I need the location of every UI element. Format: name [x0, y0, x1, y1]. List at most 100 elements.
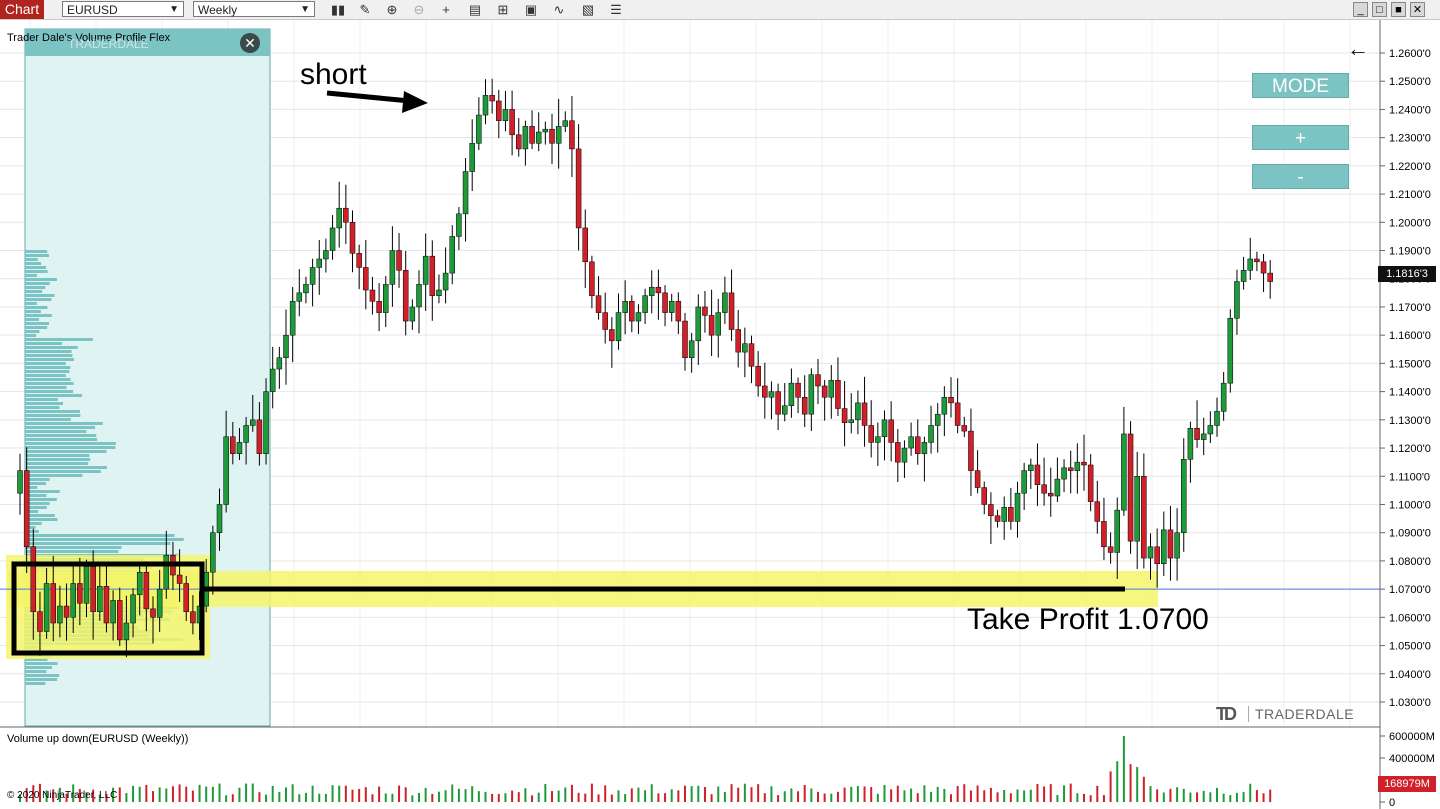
profile-bar: [25, 486, 38, 489]
candle-body: [589, 261, 595, 296]
profile-bar: [25, 474, 83, 477]
candle-body: [529, 126, 535, 144]
candle-body: [190, 611, 196, 624]
list-icon[interactable]: ☰: [610, 2, 622, 17]
candle-body: [1154, 546, 1160, 564]
candle-body: [1181, 459, 1187, 533]
volume-bar: [916, 793, 919, 802]
bar-style-icon[interactable]: ▮▮: [330, 2, 346, 17]
zoom-out-icon[interactable]: ⊖: [413, 2, 425, 17]
candle-body: [768, 391, 775, 398]
profile-bar: [25, 410, 80, 413]
volume-tick-label: 0: [1389, 797, 1395, 809]
candle-body: [1200, 433, 1207, 440]
profile-bar: [25, 322, 50, 325]
profile-bar: [25, 254, 50, 257]
candle-body: [509, 109, 515, 136]
candle-body: [1094, 501, 1101, 522]
minimize-button[interactable]: _: [1353, 2, 1368, 17]
zoom-in-icon[interactable]: ⊕: [386, 2, 398, 17]
candle-body: [1187, 428, 1194, 460]
profile-bar: [25, 258, 38, 261]
candle-body: [682, 320, 688, 358]
data-box-icon[interactable]: ▤: [468, 2, 482, 17]
chevron-down-icon: ▼: [169, 4, 179, 15]
volume-bar: [763, 793, 766, 802]
profile-bar: [25, 670, 47, 673]
short-arrow-line: [326, 90, 411, 104]
candle-body: [103, 586, 110, 624]
plus-button[interactable]: +: [1252, 125, 1349, 150]
volume-bar: [451, 784, 454, 802]
profile-bar: [25, 522, 42, 525]
candle-body: [1227, 317, 1234, 384]
period-selector[interactable]: Weekly ▼: [193, 1, 315, 17]
volume-bar: [1202, 790, 1205, 802]
candle-body: [742, 343, 748, 353]
strategy-icon[interactable]: ▣: [524, 2, 538, 17]
profile-bar: [25, 402, 64, 405]
mode-button[interactable]: MODE: [1252, 73, 1349, 98]
restore-button[interactable]: □: [1372, 2, 1387, 17]
crosshair-icon[interactable]: +: [442, 2, 450, 17]
volume-bar: [437, 791, 440, 802]
volume-bar: [697, 785, 700, 802]
volume-bar: [231, 794, 234, 802]
candle-body: [243, 425, 249, 443]
price-tick-label: 1.2200'0: [1389, 161, 1431, 173]
volume-profile-title: Trader Dale's Volume Profile Flex: [7, 32, 171, 44]
volume-bar: [597, 794, 600, 802]
templates-icon[interactable]: ⊞: [497, 2, 509, 17]
volume-bar: [265, 794, 268, 802]
volume-bar: [870, 787, 873, 802]
candle-body: [1174, 532, 1180, 559]
candle-body: [549, 128, 555, 144]
minus-button[interactable]: -: [1252, 164, 1349, 189]
volume-bar: [152, 791, 154, 802]
profile-bar: [25, 534, 175, 537]
price-tick-label: 1.0500'0: [1389, 641, 1431, 653]
profile-bar: [25, 462, 89, 465]
profile-bar: [25, 458, 91, 461]
candle-body: [602, 312, 608, 330]
profile-bar: [25, 438, 98, 441]
draw-icon[interactable]: ✎: [359, 2, 371, 17]
volume-bar: [112, 787, 115, 802]
candle-body: [110, 600, 116, 624]
close-icon[interactable]: ✕: [240, 33, 260, 53]
maximize-button[interactable]: ■: [1391, 2, 1406, 17]
volume-bar: [424, 787, 427, 802]
candle-body: [136, 571, 143, 596]
profile-bar: [25, 482, 47, 485]
indicators-icon[interactable]: ∿: [553, 2, 565, 17]
candle-body: [668, 301, 675, 313]
candle-body: [336, 207, 342, 229]
volume-bar: [557, 790, 560, 802]
properties-icon[interactable]: ▧: [581, 2, 595, 17]
volume-bar: [1063, 785, 1066, 802]
candle-body: [815, 374, 821, 387]
profile-bar: [25, 658, 48, 661]
candle-body: [1107, 546, 1114, 553]
chart-tab[interactable]: Chart: [0, 0, 44, 19]
candle-body: [1254, 258, 1260, 263]
candle-body: [77, 583, 83, 604]
profile-bar: [25, 502, 50, 505]
price-tick-label: 1.0900'0: [1389, 528, 1431, 540]
instrument-selector[interactable]: EURUSD ▼: [62, 1, 184, 17]
candle-body: [575, 148, 582, 229]
profile-bar: [25, 550, 119, 553]
back-arrow-icon[interactable]: ←: [1347, 36, 1369, 61]
volume-bar: [890, 789, 893, 802]
volume-bar: [637, 787, 640, 802]
candle-body: [1087, 464, 1094, 502]
candle-body: [1220, 382, 1227, 412]
profile-bar: [25, 494, 47, 497]
candle-body: [974, 470, 981, 488]
close-button[interactable]: ✕: [1410, 2, 1425, 17]
candle-body: [988, 504, 994, 517]
traderdale-logo: TD TRADERDALE: [1216, 703, 1354, 725]
candle-body: [582, 227, 588, 263]
volume-bar: [211, 786, 214, 802]
